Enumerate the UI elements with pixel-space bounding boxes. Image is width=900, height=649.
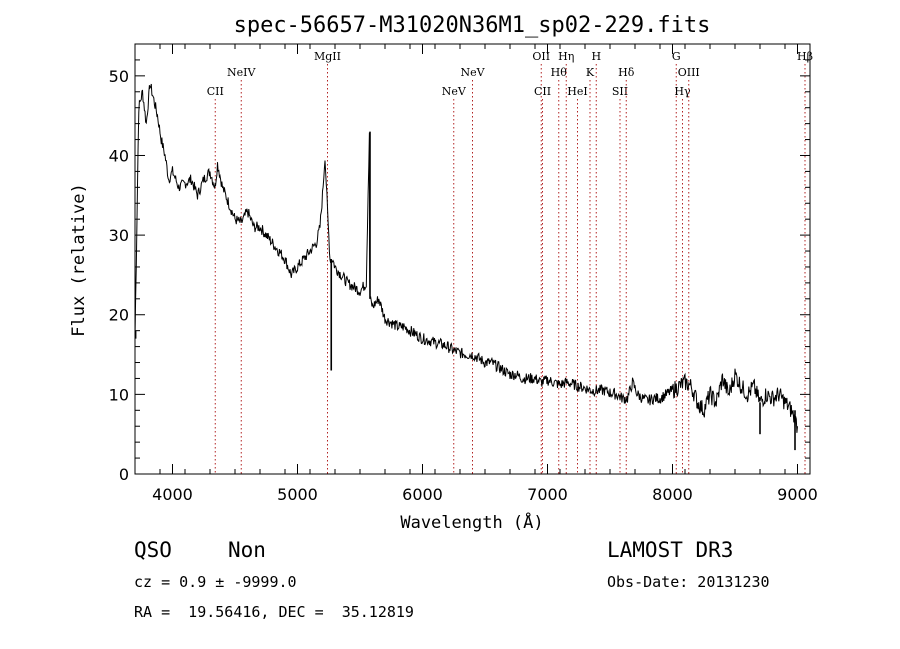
redshift-cz: cz = 0.9 ± -9999.0 [134, 573, 297, 591]
x-tick-label: 7000 [527, 485, 568, 504]
line-marker-label: G [672, 50, 681, 63]
line-marker-label: H [591, 50, 601, 63]
line-marker-label: CII [207, 85, 224, 98]
chart-title: spec-56657-M31020N36M1_sp02-229.fits [234, 13, 711, 38]
y-tick-label: 20 [109, 306, 129, 325]
y-axis-ticks: 0 10 20 30 40 50 [109, 43, 810, 484]
object-subclass: Non [228, 538, 266, 562]
x-tick-label: 9000 [777, 485, 818, 504]
survey-name: LAMOST DR3 [607, 538, 734, 562]
line-marker-label: OIII [678, 66, 700, 79]
x-tick-label: 5000 [277, 485, 318, 504]
line-marker-label: K [586, 66, 595, 79]
spectrum-line [134, 83, 798, 433]
x-tick-label: 8000 [652, 485, 693, 504]
obs-date: Obs-Date: 20131230 [607, 573, 770, 591]
x-axis-ticks: 4000 5000 6000 7000 8000 9000 [134, 44, 818, 504]
y-axis-label: Flux (relative) [69, 183, 89, 337]
x-axis-label: Wavelength (Å) [400, 511, 543, 533]
line-marker-label: SII [612, 85, 628, 98]
line-marker-label: NeIV [227, 66, 256, 79]
emission-line-markers: CIINeIVMgIINeVNeVOIICIIHθHηHeIKHSIIHδGHγ… [207, 50, 813, 474]
plot-frame [134, 43, 811, 475]
ra-dec: RA = 19.56416, DEC = 35.12819 [134, 603, 414, 621]
line-marker-label: Hη [558, 50, 574, 63]
y-tick-label: 50 [109, 67, 129, 86]
line-marker-label: MgII [314, 50, 341, 63]
y-tick-label: 0 [119, 465, 129, 484]
spectrum-series [134, 83, 798, 451]
y-tick-label: 30 [109, 226, 129, 245]
line-marker-label: Hγ [674, 85, 691, 98]
line-marker-label: HeI [567, 85, 587, 98]
x-tick-label: 6000 [402, 485, 443, 504]
line-marker-label: NeV [442, 85, 467, 98]
line-marker-label: Hθ [551, 66, 568, 79]
line-marker-label: OII [532, 50, 550, 63]
line-marker-label: Hβ [797, 50, 813, 63]
x-tick-label: 4000 [152, 485, 193, 504]
line-marker-label: CII [534, 85, 551, 98]
line-marker-label: NeV [460, 66, 485, 79]
y-tick-label: 10 [109, 385, 129, 404]
object-class: QSO [134, 538, 172, 562]
y-tick-label: 40 [109, 146, 129, 165]
line-marker-label: Hδ [618, 66, 635, 79]
